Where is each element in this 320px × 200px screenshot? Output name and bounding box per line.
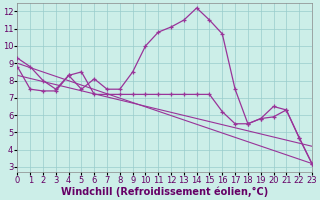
X-axis label: Windchill (Refroidissement éolien,°C): Windchill (Refroidissement éolien,°C) <box>61 187 268 197</box>
